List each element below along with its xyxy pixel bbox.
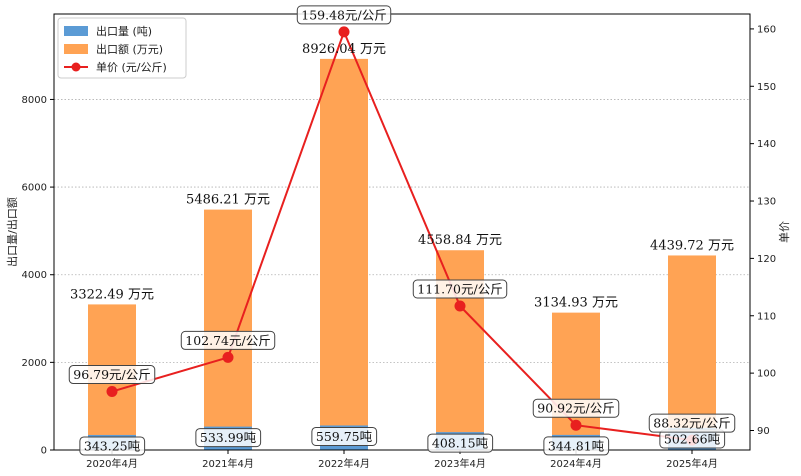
- legend: 出口量 (吨) 出口额 (万元) 单价 (元/公斤): [57, 17, 187, 79]
- volume-label-box: [427, 433, 494, 453]
- volume-label-group: 559.75吨: [311, 426, 378, 446]
- y-tick-label: 2000: [22, 358, 47, 369]
- amount-label: 3322.49 万元: [70, 287, 154, 302]
- legend-item-amount-label: 出口额 (万元): [96, 42, 163, 56]
- price-label-box: [412, 279, 508, 299]
- x-tick-label: 2023年4月: [434, 457, 486, 470]
- plot-frame: [53, 13, 751, 451]
- price-label-group: 111.70元/公斤: [412, 279, 508, 299]
- bar-amount: [320, 58, 368, 451]
- volume-label-group: 344.81吨: [543, 436, 610, 456]
- x-tick-label: 2025年4月: [666, 457, 718, 470]
- price-point: [222, 351, 234, 363]
- price-label-group: 90.92元/公斤: [532, 398, 620, 418]
- x-tick-label: 2021年4月: [202, 457, 254, 470]
- bar-amount: [204, 209, 252, 450]
- price-label-box: [68, 365, 156, 385]
- y2-tick-label: 130: [757, 197, 776, 208]
- y2-tick-label: 90: [757, 426, 770, 437]
- volume-label: 502.66吨: [664, 431, 721, 446]
- price-label: 88.32元/公斤: [653, 416, 731, 431]
- price-label-group: 159.48元/公斤: [296, 5, 392, 25]
- volume-label-group: 408.15吨: [427, 433, 494, 453]
- price-point: [454, 300, 466, 312]
- grid-lines: [54, 99, 750, 363]
- volume-label-box: [79, 436, 146, 456]
- price-label-box: [296, 5, 392, 25]
- volume-label-group: 502.66吨: [659, 429, 726, 449]
- price-label: 90.92元/公斤: [537, 401, 615, 416]
- price-point: [106, 386, 118, 398]
- volume-label: 343.25吨: [84, 438, 141, 453]
- y2-tick-label: 140: [757, 139, 776, 150]
- y2-tick-label: 160: [757, 24, 776, 35]
- y-axis-title: 出口量/出口额: [5, 197, 19, 267]
- price-point: [338, 26, 350, 38]
- data-labels-group: 3322.49 万元 5486.21 万元 8926.04 万元 4558.84 万元…: [68, 5, 736, 456]
- price-label: 111.70元/公斤: [417, 282, 502, 297]
- amount-label: 5486.21 万元: [186, 193, 270, 208]
- legend-item-price-label: 单价 (元/公斤): [96, 61, 167, 74]
- price-line: [111, 29, 693, 442]
- volume-label-box: [195, 428, 262, 448]
- volume-label-group: 343.25吨: [79, 436, 146, 456]
- price-label-group: 96.79元/公斤: [68, 365, 156, 385]
- volume-label: 408.15吨: [432, 436, 489, 451]
- y-tick-label: 0: [41, 446, 47, 457]
- price-label-box: [532, 398, 620, 418]
- legend-box: [57, 17, 187, 79]
- y2-axis-title: 单价: [778, 221, 791, 243]
- price-point: [570, 419, 582, 431]
- y2-tick-label: 150: [757, 82, 776, 93]
- axes-group: 0 2000 4000 6000 8000 90 100 110 120 130 140 150 160…: [5, 13, 791, 470]
- legend-item-volume-label: 出口量 (吨): [96, 24, 152, 38]
- legend-item-amount-swatch: [64, 44, 88, 54]
- amount-label: 8926.04 万元: [302, 42, 386, 57]
- x-tick-label: 2024年4月: [550, 457, 602, 470]
- price-label: 96.79元/公斤: [73, 367, 151, 382]
- y2-tick-label: 120: [757, 254, 776, 265]
- bars-group: [88, 58, 716, 451]
- price-label-box: [180, 330, 276, 350]
- volume-label-box: [311, 426, 378, 446]
- y-tick-label: 6000: [22, 183, 47, 194]
- y2-tick-label: 100: [757, 369, 776, 380]
- price-label: 102.74元/公斤: [185, 333, 270, 348]
- price-label-group: 102.74元/公斤: [180, 330, 276, 350]
- volume-label: 533.99吨: [200, 430, 257, 445]
- volume-label-box: [543, 436, 610, 456]
- y-tick-label: 8000: [22, 95, 47, 106]
- volume-label: 559.75吨: [316, 429, 373, 444]
- price-label-group: 88.32元/公斤: [648, 413, 736, 433]
- price-line-group: [106, 26, 698, 446]
- legend-item-volume-swatch: [64, 26, 88, 36]
- x-tick-label: 2020年4月: [86, 457, 138, 470]
- amount-label: 4439.72 万元: [650, 238, 734, 253]
- amount-label: 4558.84 万元: [418, 233, 502, 248]
- y2-tick-label: 110: [757, 311, 776, 322]
- legend-item-price-marker: [71, 62, 81, 72]
- amount-label: 3134.93 万元: [534, 296, 618, 311]
- x-tick-label: 2022年4月: [318, 457, 370, 470]
- volume-label-group: 533.99吨: [195, 428, 262, 448]
- price-label-box: [648, 413, 736, 433]
- price-label: 159.48元/公斤: [301, 7, 386, 22]
- volume-label: 344.81吨: [548, 438, 605, 453]
- y-tick-label: 4000: [22, 270, 47, 281]
